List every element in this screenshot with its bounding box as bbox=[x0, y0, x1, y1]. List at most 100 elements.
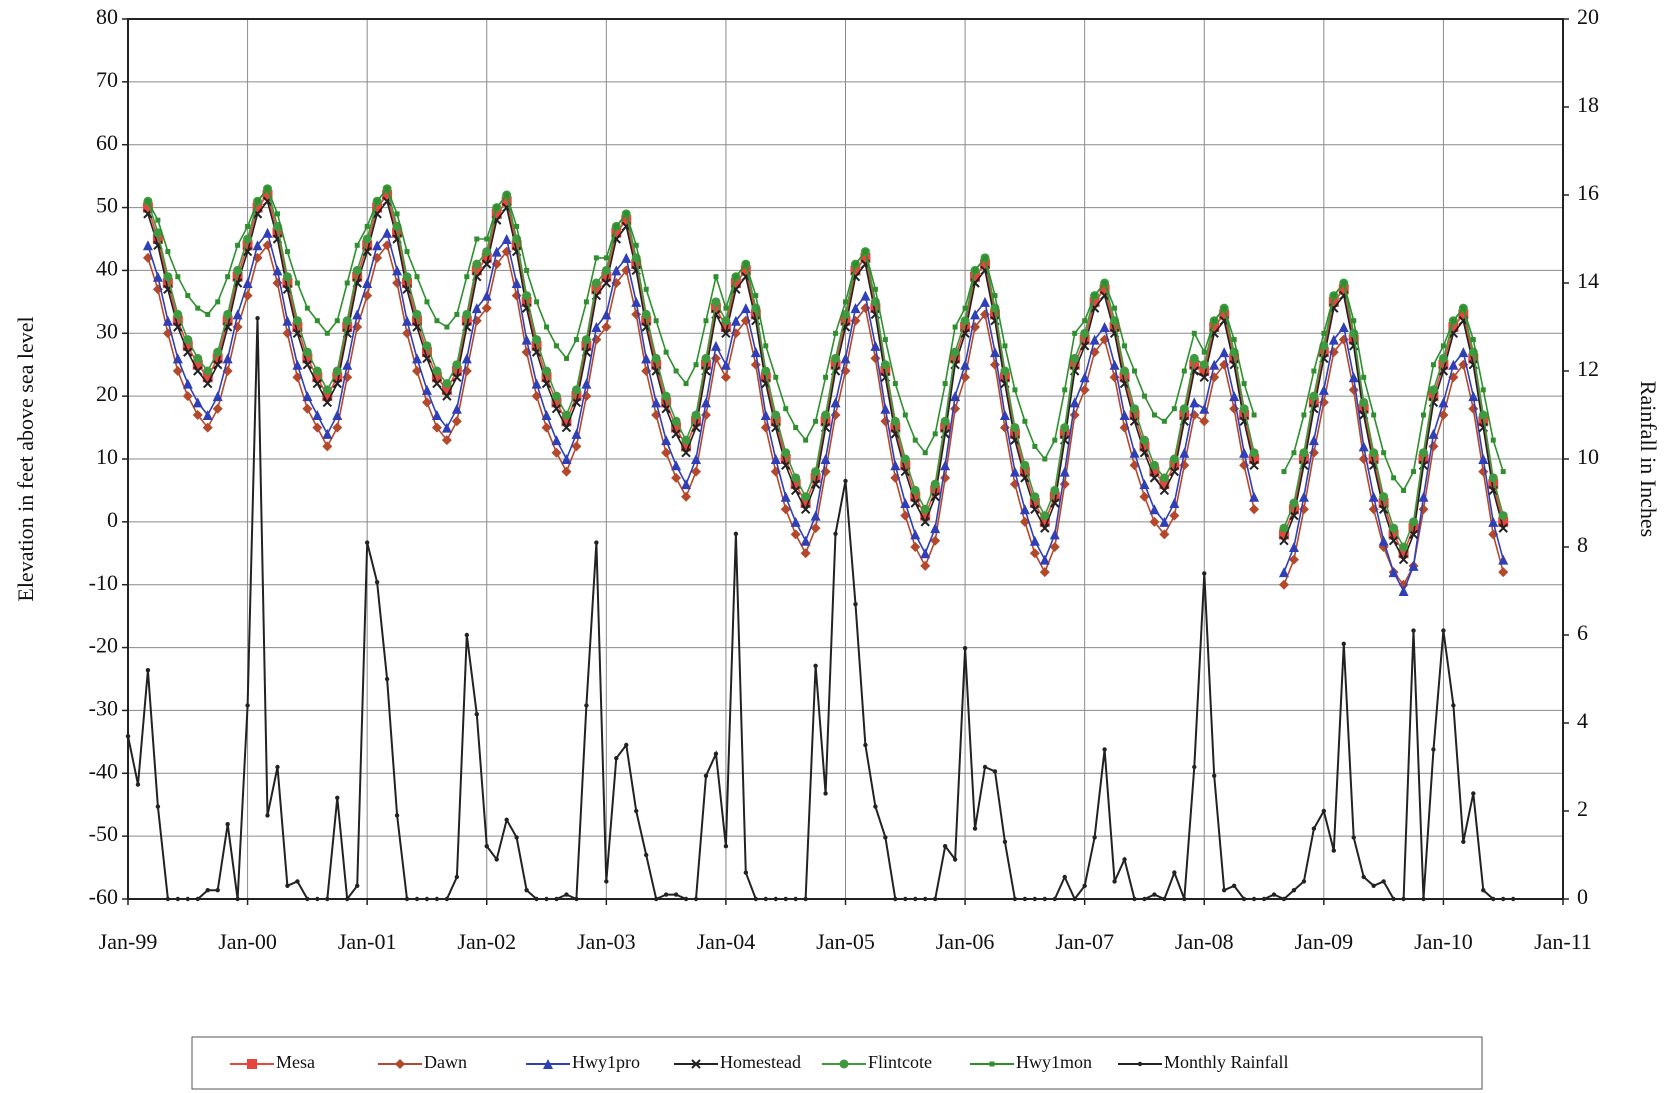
marker bbox=[561, 466, 572, 477]
marker bbox=[294, 280, 300, 286]
y-tick-label: -50 bbox=[89, 821, 118, 846]
marker bbox=[733, 531, 739, 536]
marker bbox=[1092, 835, 1097, 840]
marker bbox=[185, 293, 191, 299]
marker bbox=[791, 473, 801, 483]
marker bbox=[800, 504, 811, 514]
marker bbox=[1470, 337, 1476, 343]
marker bbox=[1042, 896, 1048, 902]
y-tick-label: 10 bbox=[96, 444, 118, 469]
marker bbox=[1478, 410, 1488, 420]
marker bbox=[950, 391, 961, 402]
marker bbox=[334, 318, 340, 324]
y-tick-label: 20 bbox=[96, 381, 118, 406]
marker bbox=[723, 844, 729, 849]
marker bbox=[793, 896, 798, 902]
marker bbox=[282, 278, 293, 288]
marker bbox=[1069, 397, 1080, 408]
marker bbox=[1440, 343, 1446, 349]
marker bbox=[661, 391, 671, 401]
marker bbox=[803, 437, 809, 443]
marker bbox=[304, 305, 310, 311]
marker bbox=[1311, 368, 1317, 374]
marker bbox=[1249, 460, 1259, 470]
marker bbox=[1129, 404, 1139, 414]
marker bbox=[491, 246, 502, 257]
marker bbox=[810, 510, 821, 521]
marker bbox=[1151, 412, 1157, 418]
marker bbox=[193, 353, 203, 363]
marker bbox=[345, 896, 350, 902]
marker bbox=[1199, 372, 1209, 382]
marker bbox=[1209, 322, 1220, 332]
marker bbox=[511, 240, 522, 251]
marker bbox=[810, 523, 821, 534]
marker bbox=[611, 265, 622, 276]
marker bbox=[970, 309, 981, 320]
marker bbox=[1279, 523, 1289, 533]
marker bbox=[1261, 896, 1267, 902]
marker bbox=[1020, 460, 1030, 470]
marker bbox=[852, 261, 858, 267]
marker bbox=[1139, 441, 1150, 452]
marker bbox=[192, 359, 203, 370]
marker bbox=[1199, 403, 1210, 414]
legend-item: Homestead bbox=[674, 1052, 801, 1072]
marker bbox=[982, 764, 988, 770]
marker bbox=[803, 896, 808, 902]
marker bbox=[681, 491, 692, 502]
marker bbox=[1109, 359, 1120, 370]
marker bbox=[411, 353, 422, 364]
marker bbox=[464, 274, 470, 280]
marker bbox=[992, 293, 998, 299]
marker bbox=[1030, 492, 1040, 502]
marker bbox=[1119, 372, 1130, 383]
marker bbox=[1122, 857, 1127, 862]
marker bbox=[673, 892, 679, 897]
marker bbox=[1490, 437, 1496, 443]
legend-item: Dawn bbox=[378, 1052, 467, 1072]
marker bbox=[1318, 347, 1329, 358]
marker bbox=[1398, 554, 1409, 565]
marker bbox=[524, 888, 529, 893]
marker bbox=[324, 330, 330, 336]
marker bbox=[853, 602, 858, 607]
marker bbox=[292, 316, 302, 326]
marker bbox=[1291, 450, 1297, 456]
marker bbox=[282, 272, 292, 282]
marker bbox=[1089, 334, 1100, 345]
marker bbox=[780, 504, 791, 515]
marker bbox=[1159, 529, 1170, 540]
marker bbox=[982, 255, 988, 261]
marker bbox=[691, 416, 702, 427]
marker bbox=[1052, 896, 1057, 902]
marker bbox=[810, 472, 821, 483]
marker bbox=[930, 535, 941, 546]
marker bbox=[534, 299, 540, 305]
marker bbox=[880, 366, 891, 376]
marker bbox=[910, 529, 921, 540]
marker bbox=[561, 416, 572, 427]
marker bbox=[322, 391, 333, 402]
y2-tick-label: 20 bbox=[1577, 4, 1599, 29]
marker bbox=[1328, 334, 1339, 345]
marker bbox=[643, 852, 649, 858]
marker bbox=[1428, 428, 1439, 439]
marker bbox=[305, 896, 310, 902]
x-tick-label: Jan-02 bbox=[457, 929, 516, 954]
marker bbox=[1351, 835, 1356, 840]
marker bbox=[1361, 374, 1367, 380]
marker bbox=[591, 284, 602, 295]
marker bbox=[1438, 359, 1449, 370]
marker bbox=[603, 255, 609, 261]
x-tick-label: Jan-08 bbox=[1175, 929, 1234, 954]
marker bbox=[593, 255, 599, 261]
marker bbox=[431, 410, 442, 420]
x-tick-label: Jan-99 bbox=[99, 929, 158, 954]
y-tick-label: 50 bbox=[96, 193, 118, 218]
marker bbox=[1231, 337, 1237, 343]
marker bbox=[601, 309, 612, 320]
marker bbox=[235, 896, 240, 902]
marker bbox=[1072, 330, 1078, 336]
marker bbox=[1049, 542, 1060, 552]
